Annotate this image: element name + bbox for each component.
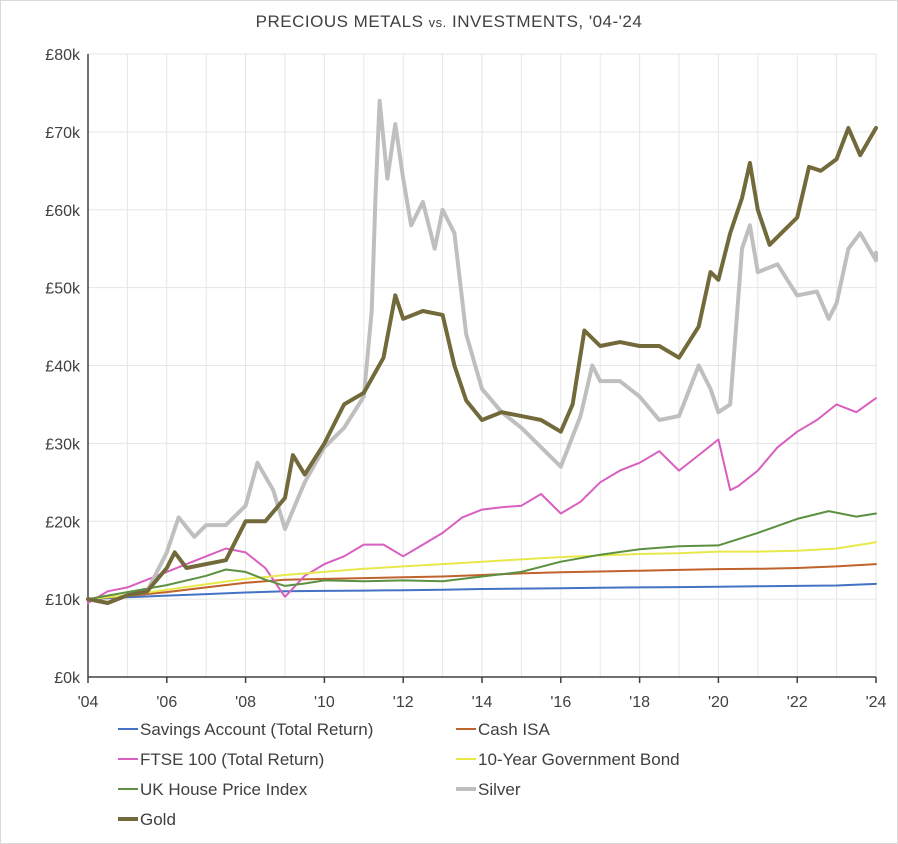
legend-label-ftse-100-total-return: FTSE 100 (Total Return) bbox=[140, 750, 324, 769]
y-tick-label: £80k bbox=[45, 47, 81, 64]
x-tick-label: '18 bbox=[629, 694, 650, 711]
x-tick-label: '08 bbox=[235, 694, 256, 711]
legend-label-uk-house-price-index: UK House Price Index bbox=[140, 780, 308, 799]
title-part-1: PRECIOUS METALS bbox=[255, 12, 429, 31]
grid bbox=[88, 53, 877, 677]
y-tick-label: £60k bbox=[45, 203, 81, 220]
series-line-cash-isa bbox=[87, 563, 877, 601]
x-tick-label: '10 bbox=[314, 694, 335, 711]
legend-label-gold: Gold bbox=[140, 810, 176, 829]
x-tick-label: '14 bbox=[472, 694, 493, 711]
x-tick-label: '20 bbox=[708, 694, 729, 711]
chart-title: PRECIOUS METALS vs. INVESTMENTS, '04-'24 bbox=[0, 12, 898, 32]
y-tick-label: £20k bbox=[45, 514, 81, 531]
series-line-savings-account-total-return bbox=[87, 582, 877, 601]
legend-label-silver: Silver bbox=[478, 780, 521, 799]
title-part-vs: vs. bbox=[428, 15, 447, 30]
series-line-uk-house-price-index bbox=[87, 510, 877, 601]
y-tick-label: £0k bbox=[54, 670, 81, 687]
y-tick-label: £50k bbox=[45, 281, 81, 298]
series-line-10-year-government-bond bbox=[87, 541, 877, 601]
legend-label-10-year-government-bond: 10-Year Government Bond bbox=[478, 750, 680, 769]
legend-label-savings-account-total-return: Savings Account (Total Return) bbox=[140, 720, 373, 739]
series-line-silver bbox=[86, 98, 878, 605]
title-part-2: INVESTMENTS, '04-'24 bbox=[446, 12, 643, 31]
y-tick-label: £30k bbox=[45, 436, 81, 453]
series-layer bbox=[86, 98, 878, 605]
y-tick-label: £40k bbox=[45, 359, 81, 376]
x-tick-label: '24 bbox=[866, 694, 887, 711]
x-tick-label: '16 bbox=[550, 694, 571, 711]
tick-labels: £0k £10k £20k £30k £40k £50k £60k £70k £80k '04 '0… bbox=[45, 47, 886, 711]
x-tick-label: '12 bbox=[393, 694, 414, 711]
x-tick-label: '04 bbox=[78, 694, 99, 711]
x-tick-label: '22 bbox=[787, 694, 808, 711]
series-line-gold bbox=[86, 126, 878, 605]
legend: Savings Account (Total Return) Cash ISA FT… bbox=[118, 720, 680, 829]
y-tick-label: £10k bbox=[45, 592, 81, 609]
series-line-ftse-100-total-return bbox=[87, 397, 877, 604]
x-tick-label: '06 bbox=[156, 694, 177, 711]
axes bbox=[87, 54, 877, 683]
y-tick-label: £70k bbox=[45, 125, 81, 142]
legend-label-cash-isa: Cash ISA bbox=[478, 720, 550, 739]
